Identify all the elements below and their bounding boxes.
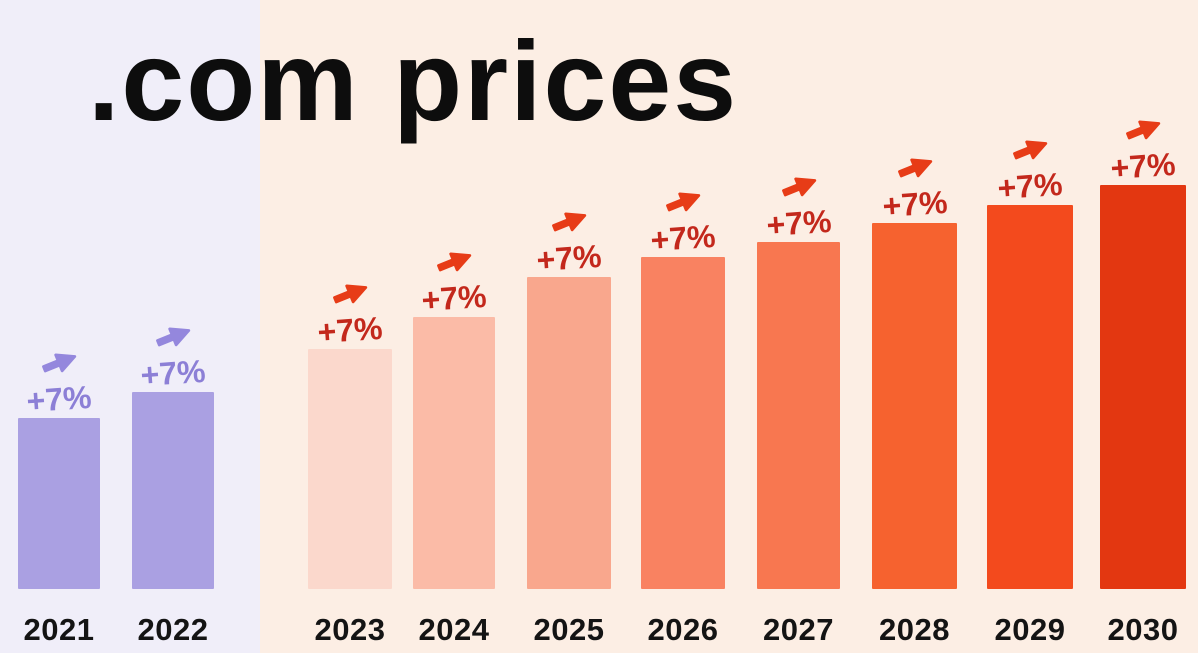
year-label-2023: 2023 — [314, 612, 386, 647]
growth-arrow-icon — [893, 149, 938, 187]
growth-arrow-icon — [329, 275, 374, 313]
growth-arrow-icon — [548, 203, 593, 241]
bar-2024 — [413, 317, 495, 589]
bar-2021 — [18, 418, 100, 589]
bar-2022 — [132, 392, 214, 589]
growth-arrow-icon — [662, 183, 707, 221]
increase-label-2028: +7% — [880, 183, 949, 225]
increase-label-2027: +7% — [764, 202, 833, 244]
year-label-2029: 2029 — [994, 612, 1066, 647]
increase-label-2023: +7% — [316, 309, 384, 351]
growth-arrow-icon — [1009, 131, 1054, 169]
growth-arrow-icon — [152, 318, 197, 356]
bar-2029 — [987, 205, 1073, 589]
year-label-2027: 2027 — [763, 612, 834, 647]
bar-2028 — [872, 223, 957, 589]
increase-label-2022: +7% — [139, 352, 207, 394]
increase-label-2025: +7% — [535, 237, 603, 279]
year-label-2022: 2022 — [137, 612, 209, 647]
increase-label-2021: +7% — [25, 378, 93, 420]
bar-2030 — [1100, 185, 1186, 589]
chart-title: .com prices — [88, 18, 739, 144]
increase-label-2024: +7% — [420, 277, 488, 319]
bar-2026 — [641, 257, 725, 589]
bar-2027 — [757, 242, 840, 589]
increase-label-2026: +7% — [649, 217, 717, 259]
year-label-2024: 2024 — [418, 612, 490, 647]
growth-arrow-icon — [1122, 111, 1167, 149]
growth-arrow-icon — [433, 243, 478, 281]
increase-label-2030: +7% — [1109, 145, 1177, 187]
bar-2023 — [308, 349, 392, 589]
year-label-2021: 2021 — [23, 612, 95, 647]
year-label-2026: 2026 — [647, 612, 719, 647]
year-label-2028: 2028 — [879, 612, 950, 647]
year-label-2030: 2030 — [1107, 612, 1179, 647]
growth-arrow-icon — [777, 168, 822, 206]
increase-label-2029: +7% — [996, 165, 1064, 207]
bar-2025 — [527, 277, 611, 589]
growth-arrow-icon — [38, 344, 83, 382]
year-label-2025: 2025 — [533, 612, 605, 647]
